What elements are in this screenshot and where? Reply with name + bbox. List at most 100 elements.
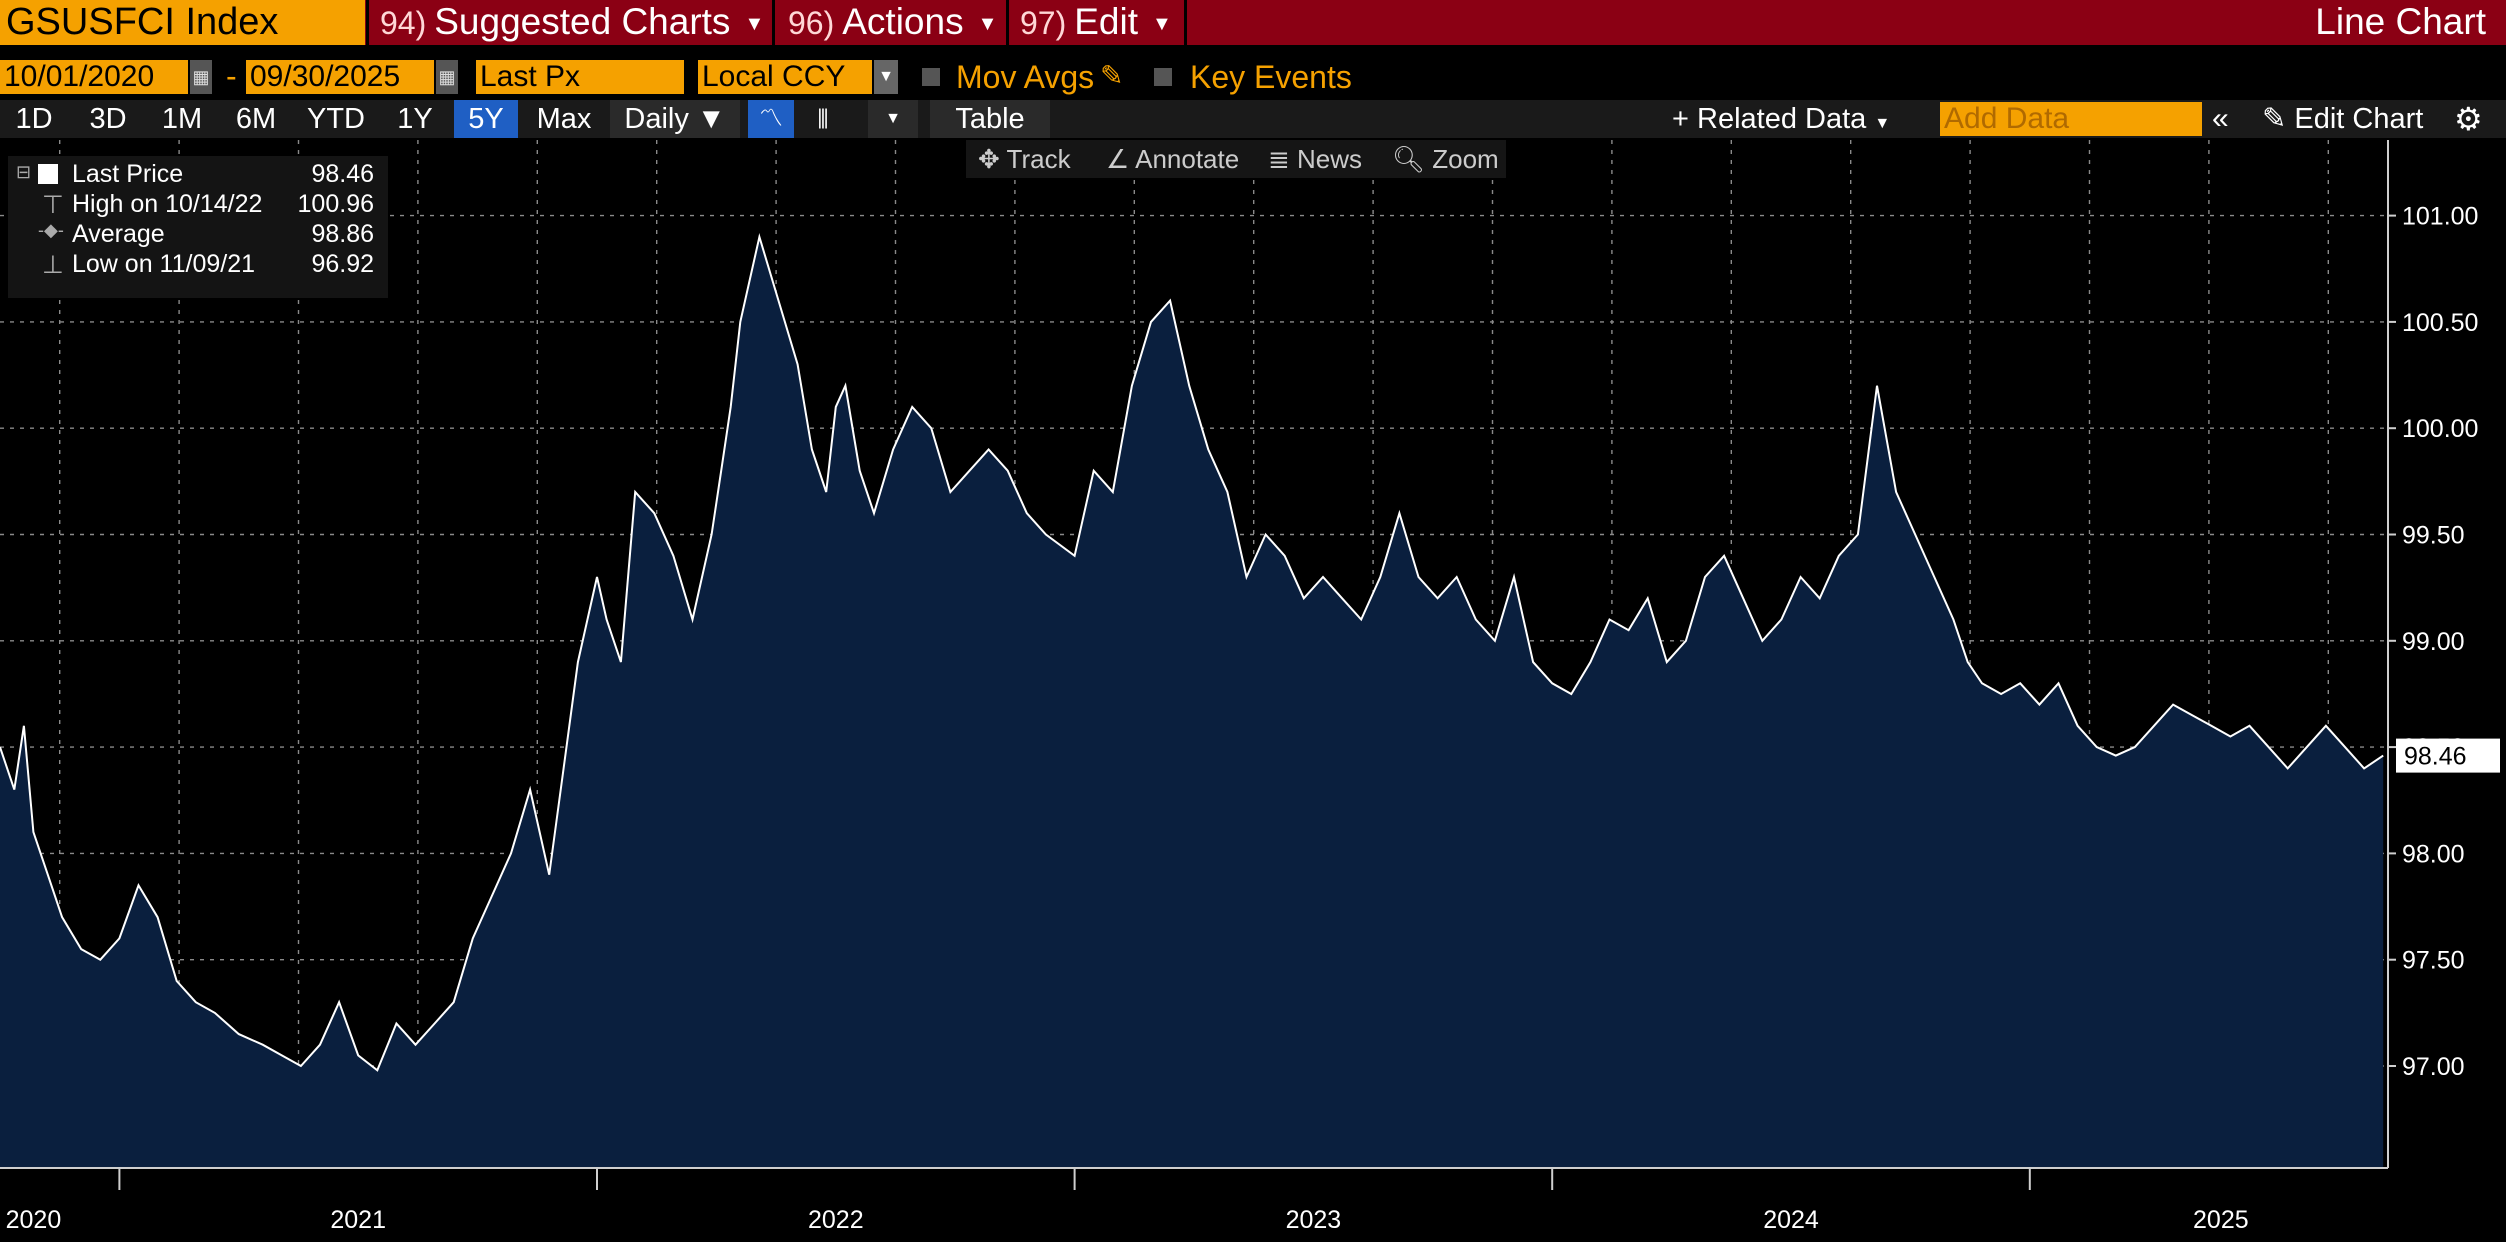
chart-type-dropdown[interactable]: ▼ <box>868 100 918 138</box>
caret-down-icon: ▼ <box>1152 12 1172 35</box>
line-chart-icon[interactable]: 〽 <box>748 100 794 138</box>
add-data-input[interactable]: Add Data <box>1940 102 2202 136</box>
edit-chart-button[interactable]: ✎ Edit Chart <box>2262 100 2423 138</box>
series-color-swatch <box>38 164 58 184</box>
mov-avgs-label[interactable]: Mov Avgs <box>956 59 1095 95</box>
menu-label: Suggested Charts <box>434 1 731 42</box>
range-button[interactable]: Max <box>536 103 592 135</box>
y-tick-label: 101.00 <box>2402 203 2478 231</box>
legend: ⊟ Last Price 98.46 ⊤ High on 10/14/22 10… <box>8 156 388 298</box>
range-row: 1D 3D 1M 6M YTD 1Y 5Y Max Daily ▼ 〽 ⫴ ▼ … <box>0 100 2506 138</box>
currency-select[interactable]: Local CCY <box>698 60 872 94</box>
calendar-icon[interactable]: ▦ <box>436 60 458 94</box>
edit-menu[interactable]: 97) Edit ▼ <box>1020 0 1172 45</box>
legend-avg-value: 98.86 <box>311 220 374 248</box>
annotate-icon: ∠ <box>1106 144 1136 174</box>
news-icon: ≣ <box>1268 144 1298 174</box>
legend-avg-label: Average <box>72 220 165 248</box>
menu-label: Actions <box>842 1 964 42</box>
caret-down-icon: ▼ <box>977 12 998 35</box>
svg-text:98.46: 98.46 <box>2404 743 2467 771</box>
y-tick-label: 97.00 <box>2402 1053 2465 1081</box>
y-tick-label: 100.50 <box>2402 309 2478 337</box>
title-bar <box>0 0 2506 45</box>
legend-last-value: 98.46 <box>311 160 374 188</box>
x-tick-label: 2024 <box>1763 1206 1819 1234</box>
legend-high-label: High on 10/14/22 <box>72 190 263 218</box>
menu-label: Edit <box>1074 1 1139 42</box>
price-area <box>0 236 2384 1168</box>
track-label: Track <box>1006 144 1071 174</box>
gear-icon[interactable]: ⚙ <box>2454 101 2483 137</box>
chart-type-label: Line Chart <box>2315 1 2486 42</box>
high-marker-icon: ⊤ <box>42 191 64 219</box>
start-date-field[interactable]: 10/01/2020 <box>0 60 188 94</box>
caret-down-icon: ▼ <box>744 12 765 35</box>
related-data-label: Related Data <box>1697 103 1867 135</box>
frequency-select[interactable]: Daily ▼ <box>610 100 740 138</box>
news-label: News <box>1297 144 1363 174</box>
x-tick-label: 2020 <box>6 1206 62 1234</box>
actions-menu[interactable]: 96) Actions ▼ <box>788 0 997 45</box>
field-select[interactable]: Last Px <box>476 60 684 94</box>
dropdown-icon[interactable]: ▼ <box>874 60 898 94</box>
plus-icon: + <box>1672 103 1697 135</box>
options-row: 10/01/2020 ▦ - 09/30/2025 ▦ Last Px Loca… <box>0 56 2506 98</box>
x-axis-ticks: 2020 2021 2022 2023 2024 2025 <box>6 1168 2249 1234</box>
range-button[interactable]: 1M <box>161 103 203 135</box>
range-button[interactable]: YTD <box>307 103 365 135</box>
crosshair-icon: ✥ <box>978 144 1007 174</box>
caret-down-icon: ▼ <box>696 103 726 135</box>
x-tick-label: 2022 <box>808 1206 864 1234</box>
calendar-icon[interactable]: ▦ <box>190 60 212 94</box>
menu-number: 97) <box>1020 5 1067 41</box>
key-events-label[interactable]: Key Events <box>1190 59 1352 95</box>
edit-chart-label: Edit Chart <box>2294 103 2424 135</box>
y-tick-label: 99.00 <box>2402 628 2465 656</box>
x-tick-label: 2025 <box>2193 1206 2249 1234</box>
y-tick-label: 100.00 <box>2402 415 2478 443</box>
y-tick-label: 97.50 <box>2402 947 2465 975</box>
annotate-tool[interactable]: ∠ Annotate <box>1106 140 1239 178</box>
zoom-icon: 🔍︎ <box>1392 144 1433 174</box>
collapse-legend-icon[interactable]: ⊟ <box>16 162 32 182</box>
y-axis-ticks: 97.0097.5098.0098.5099.0099.50100.00100.… <box>2388 203 2478 1081</box>
range-button[interactable]: 6M <box>235 103 277 135</box>
zoom-tool[interactable]: 🔍︎ Zoom <box>1392 140 1499 178</box>
suggested-charts-menu[interactable]: 94) Suggested Charts ▼ <box>380 0 764 45</box>
table-button[interactable]: Table <box>930 100 1050 138</box>
menu-number: 94) <box>380 5 427 41</box>
low-marker-icon: ⊥ <box>42 251 64 279</box>
end-date-field[interactable]: 09/30/2025 <box>246 60 434 94</box>
track-tool[interactable]: ✥ Track <box>978 140 1071 178</box>
related-data-button[interactable]: + Related Data ▼ <box>1672 100 1890 138</box>
x-tick-label: 2021 <box>330 1206 386 1234</box>
range-button[interactable]: 1D <box>15 103 53 135</box>
bar-chart-icon[interactable]: ⫴ <box>817 104 829 134</box>
y-tick-label: 99.50 <box>2402 522 2465 550</box>
legend-low-value: 96.92 <box>311 250 374 278</box>
range-button[interactable]: 3D <box>89 103 127 135</box>
key-events-checkbox[interactable] <box>1154 68 1172 86</box>
legend-high-value: 100.96 <box>297 190 374 218</box>
collapse-icon[interactable]: « <box>2212 102 2229 135</box>
last-price-marker: 98.46 <box>2396 738 2500 773</box>
mov-avgs-checkbox[interactable] <box>922 68 940 86</box>
average-marker-icon: -◆- <box>38 220 64 240</box>
ticker-field[interactable]: GSUSFCI Index <box>0 0 365 45</box>
range-button-active[interactable]: 5Y <box>454 100 518 138</box>
pencil-icon[interactable]: ✎ <box>1100 60 1124 91</box>
caret-down-icon: ▼ <box>1874 115 1891 132</box>
legend-last-label: Last Price <box>72 160 184 188</box>
range-button[interactable]: 1Y <box>397 103 433 135</box>
price-line <box>0 232 2384 1072</box>
annotate-label: Annotate <box>1135 144 1240 174</box>
pencil-icon: ✎ <box>2262 103 2295 135</box>
y-tick-label: 98.00 <box>2402 840 2465 868</box>
news-tool[interactable]: ≣ News <box>1268 140 1362 178</box>
legend-low-label: Low on 11/09/21 <box>72 250 256 278</box>
x-tick-label: 2023 <box>1286 1206 1342 1234</box>
frequency-label: Daily <box>624 103 689 135</box>
zoom-label: Zoom <box>1432 144 1499 174</box>
